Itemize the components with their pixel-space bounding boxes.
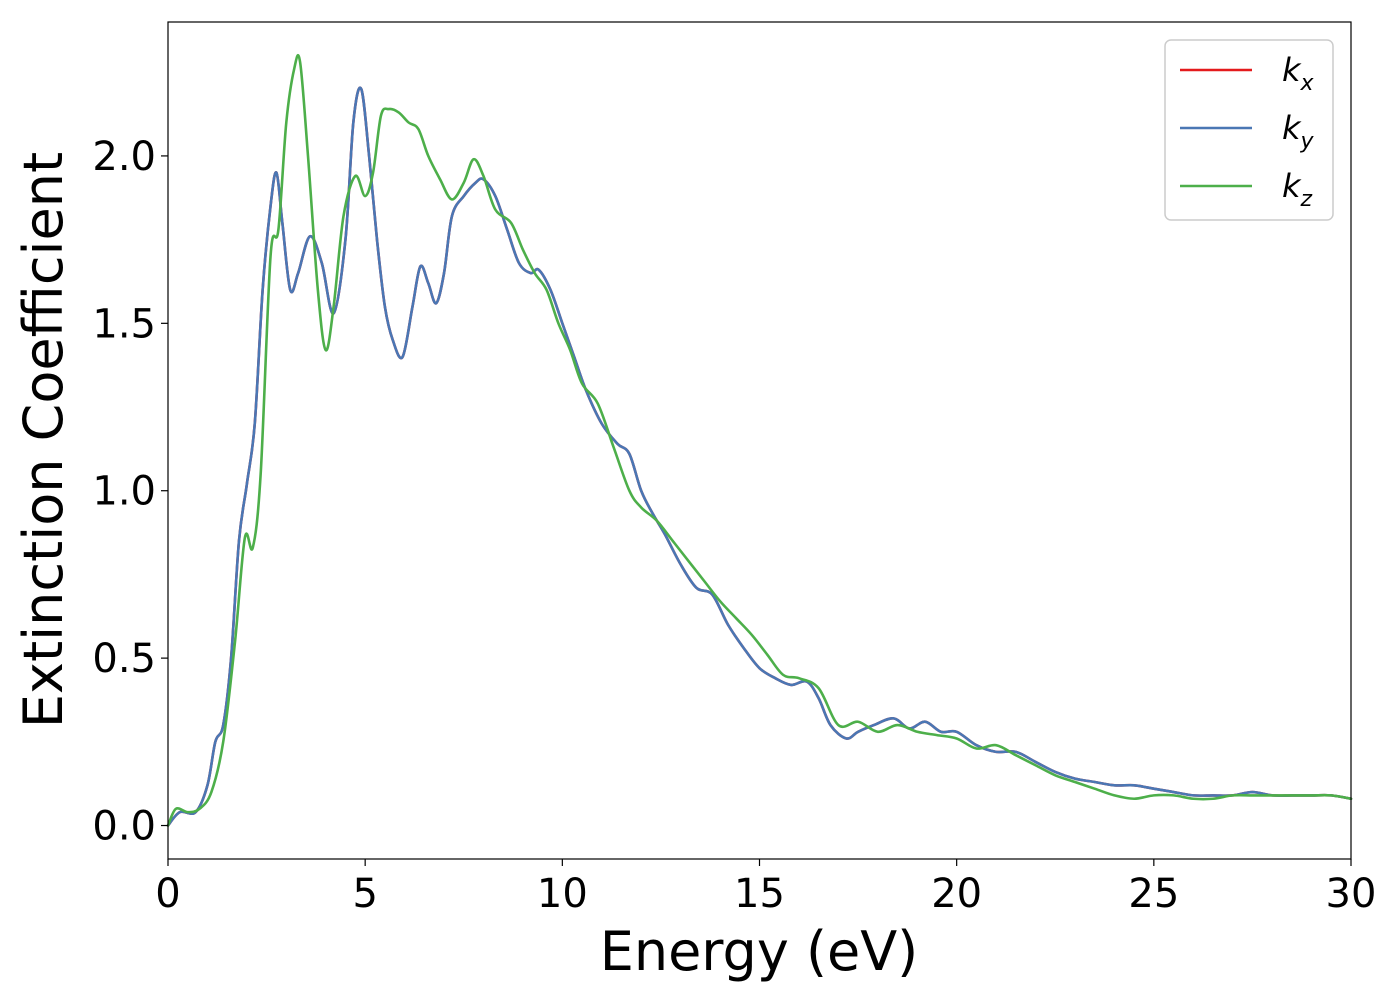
legend-subscript: y xyxy=(1300,129,1315,154)
series-layer xyxy=(166,53,1353,827)
x-tick-label: 25 xyxy=(1128,871,1179,917)
x-tick-label: 0 xyxy=(155,871,180,917)
legend-box xyxy=(1164,39,1334,221)
y-tick-label: 1.0 xyxy=(92,469,156,515)
legend-label-k-y: ky xyxy=(1282,109,1315,154)
x-tick-label: 30 xyxy=(1326,871,1377,917)
legend-subscript: z xyxy=(1300,187,1313,212)
x-tick-label: 15 xyxy=(734,871,785,917)
y-axis-label: Extinction Coefficient xyxy=(12,152,75,728)
series-line-k-y xyxy=(166,86,1353,827)
x-tick-label: 20 xyxy=(931,871,982,917)
x-tick-label: 10 xyxy=(537,871,588,917)
legend-subscript: x xyxy=(1300,71,1315,96)
legend-label-k-x: kx xyxy=(1282,51,1315,96)
series-line-k-z xyxy=(166,53,1353,827)
y-tick-label: 2.0 xyxy=(92,134,156,180)
x-tick-label: 5 xyxy=(352,871,377,917)
y-tick-label: 0.0 xyxy=(92,804,156,850)
x-axis-label: Energy (eV) xyxy=(600,920,919,983)
y-tick-label: 1.5 xyxy=(92,301,156,347)
y-axis-ticks: 0.0 0.5 1.0 1.5 2.0 xyxy=(92,134,168,850)
x-axis-ticks: 0 5 10 15 20 25 30 xyxy=(155,859,1376,917)
y-tick-label: 0.5 xyxy=(92,636,156,682)
